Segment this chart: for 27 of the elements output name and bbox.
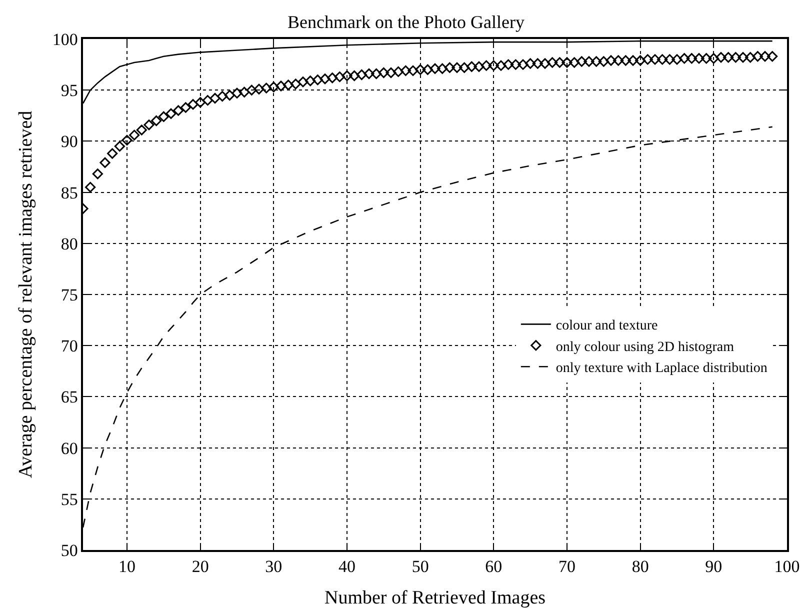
y-tick-label: 70 xyxy=(60,336,78,356)
x-tick-label: 20 xyxy=(192,557,209,576)
y-tick-label: 80 xyxy=(60,234,78,254)
x-tick-label: 60 xyxy=(485,557,502,576)
y-tick-label: 75 xyxy=(60,285,78,304)
y-tick-label: 85 xyxy=(60,183,78,202)
x-tick-label: 40 xyxy=(338,557,356,576)
x-tick-label: 10 xyxy=(118,557,136,576)
y-tick-label: 55 xyxy=(60,490,78,509)
x-tick-label: 90 xyxy=(705,557,722,576)
x-tick-label: 70 xyxy=(558,557,576,576)
y-tick-label: 90 xyxy=(60,132,78,152)
x-tick-label: 100 xyxy=(774,557,800,576)
legend-label: colour and texture xyxy=(556,318,658,334)
legend-label: only texture with Laplace distribution xyxy=(556,361,768,376)
x-axis-title: Number of Retrieved Images xyxy=(324,587,546,608)
y-tick-label: 50 xyxy=(60,540,78,560)
x-tick-label: 80 xyxy=(632,557,649,576)
y-tick-label: 65 xyxy=(60,388,78,407)
x-tick-label: 30 xyxy=(265,557,282,576)
y-axis-title: Average percentage of relevant images retrieved xyxy=(16,110,37,478)
x-tick-label: 50 xyxy=(412,557,429,576)
chart-title: Benchmark on the Photo Gallery xyxy=(288,12,524,32)
y-tick-label: 100 xyxy=(52,30,78,49)
y-tick-label: 95 xyxy=(60,81,78,100)
legend-label: only colour using 2D histogram xyxy=(556,340,734,355)
y-tick-label: 60 xyxy=(60,438,78,458)
